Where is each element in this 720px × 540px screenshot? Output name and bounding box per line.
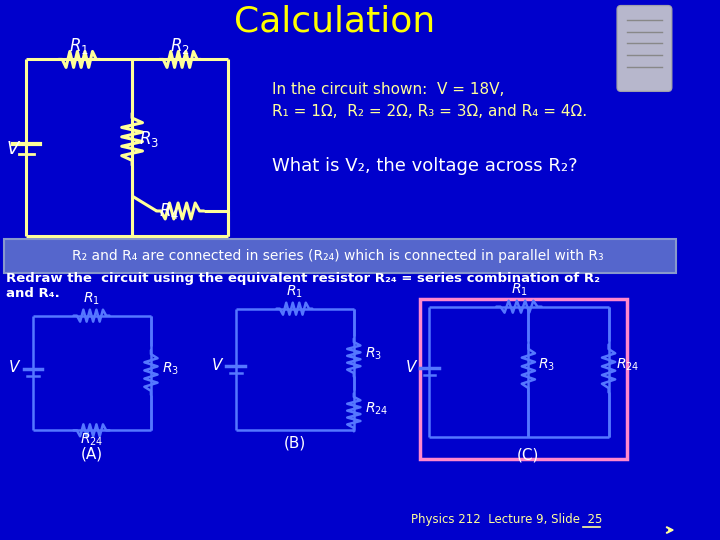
FancyBboxPatch shape [617, 5, 672, 91]
Text: (A): (A) [81, 446, 102, 461]
Text: $R_1$: $R_1$ [510, 282, 527, 298]
Text: $R_3$: $R_3$ [365, 346, 382, 362]
Text: $R_1$: $R_1$ [83, 291, 100, 307]
Text: $R_1$: $R_1$ [286, 284, 303, 300]
Text: $V$: $V$ [6, 140, 21, 158]
Text: Physics 212  Lecture 9, Slide  25: Physics 212 Lecture 9, Slide 25 [410, 513, 602, 526]
Text: $R_1$: $R_1$ [69, 37, 89, 57]
Bar [420, 299, 627, 459]
Text: Redraw the  circuit using the equivalent resistor R₂₄ = series combination of R₂: Redraw the circuit using the equivalent … [6, 272, 600, 285]
Text: $V$: $V$ [211, 356, 225, 373]
Text: $V$: $V$ [405, 359, 418, 375]
Text: R₂ and R₄ are connected in series (R₂₄) which is connected in parallel with R₃: R₂ and R₄ are connected in series (R₂₄) … [72, 249, 603, 263]
Text: $R_4$: $R_4$ [158, 201, 179, 221]
Text: R₁ = 1Ω,  R₂ = 2Ω, R₃ = 3Ω, and R₄ = 4Ω.: R₁ = 1Ω, R₂ = 2Ω, R₃ = 3Ω, and R₄ = 4Ω. [271, 104, 587, 119]
Text: Calculation: Calculation [234, 4, 436, 38]
Text: $R_3$: $R_3$ [162, 361, 179, 377]
Text: What is V₂, the voltage across R₂?: What is V₂, the voltage across R₂? [271, 157, 577, 175]
Text: $V$: $V$ [9, 360, 22, 375]
Text: $R_{24}$: $R_{24}$ [365, 400, 389, 417]
Text: $R_3$: $R_3$ [538, 356, 555, 373]
Text: In the circuit shown:  V = 18V,: In the circuit shown: V = 18V, [271, 82, 504, 97]
Text: $R_3$: $R_3$ [139, 129, 159, 149]
Text: (C): (C) [517, 447, 539, 462]
Bar [4, 239, 675, 273]
Text: (B): (B) [283, 435, 305, 450]
Text: $R_{24}$: $R_{24}$ [80, 431, 103, 448]
Text: $R_2$: $R_2$ [171, 37, 190, 57]
Text: $R_{24}$: $R_{24}$ [616, 356, 639, 373]
Text: and R₄.: and R₄. [6, 287, 60, 300]
